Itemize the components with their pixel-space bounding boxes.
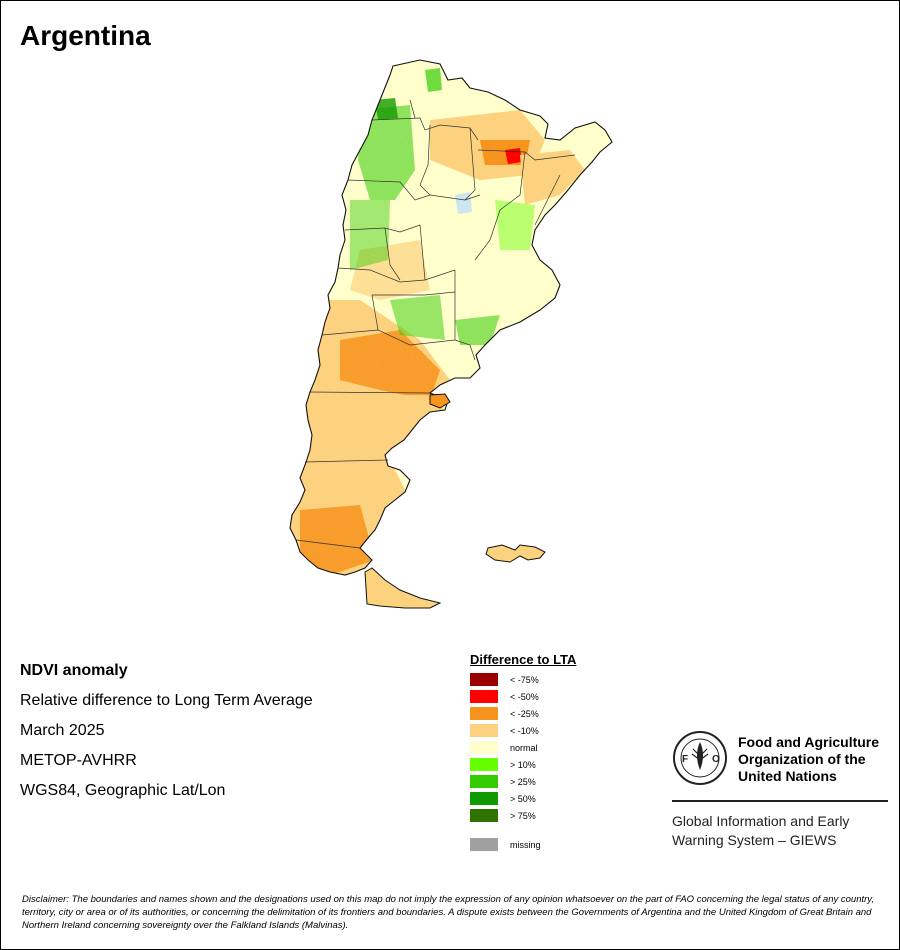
legend-item: < -10% <box>470 722 576 739</box>
legend-label: > 25% <box>510 776 536 787</box>
legend-swatch <box>470 809 498 822</box>
texture-overlay <box>290 60 612 575</box>
disclaimer: Disclaimer: The boundaries and names sho… <box>22 894 874 931</box>
legend-swatch <box>470 707 498 720</box>
info-sensor: METOP-AVHRR <box>20 752 137 769</box>
legend-item-missing: missing <box>470 836 576 853</box>
map-info: NDVI anomaly Relative difference to Long… <box>20 656 313 806</box>
legend: Difference to LTA < -75% < -50% < -25% < -1… <box>470 652 576 853</box>
info-heading: NDVI anomaly <box>20 662 128 679</box>
legend-label: > 10% <box>510 759 536 770</box>
legend-swatch-missing <box>470 838 498 851</box>
legend-label: < -10% <box>510 725 539 736</box>
legend-items: < -75% < -50% < -25% < -10% normal > 10% > 25%… <box>470 671 576 824</box>
fao-name: Food and Agriculture Organization of the… <box>738 734 880 784</box>
legend-item: normal <box>470 739 576 756</box>
fao-logo-f: F <box>682 754 688 765</box>
legend-item: > 10% <box>470 756 576 773</box>
legend-swatch <box>470 775 498 788</box>
legend-item: < -25% <box>470 705 576 722</box>
fao-divider <box>672 800 888 802</box>
legend-label: < -75% <box>510 674 539 685</box>
legend-label: > 75% <box>510 810 536 821</box>
legend-label: normal <box>510 742 538 753</box>
province-boundaries <box>295 99 576 549</box>
legend-swatch <box>470 690 498 703</box>
legend-item: > 50% <box>470 790 576 807</box>
info-projection: WGS84, Geographic Lat/Lon <box>20 782 226 799</box>
legend-item: < -50% <box>470 688 576 705</box>
info-subtitle: Relative difference to Long Term Average <box>20 692 313 709</box>
falkland-islands <box>485 544 546 563</box>
giews-name: Global Information and Early Warning Sys… <box>672 813 850 848</box>
legend-swatch <box>470 724 498 737</box>
argentina-map <box>289 59 613 609</box>
legend-swatch <box>470 792 498 805</box>
legend-swatch <box>470 741 498 754</box>
legend-label: < -25% <box>510 708 539 719</box>
legend-label: < -50% <box>510 691 539 702</box>
legend-label: > 50% <box>510 793 536 804</box>
fao-logo: F O <box>673 731 727 785</box>
legend-title: Difference to LTA <box>470 652 577 667</box>
tierra-del-fuego <box>364 567 442 609</box>
legend-item: < -75% <box>470 671 576 688</box>
fao-logo-o: O <box>712 754 720 765</box>
peninsula-valdes <box>429 393 451 409</box>
legend-swatch <box>470 758 498 771</box>
legend-item: > 75% <box>470 807 576 824</box>
legend-label-missing: missing <box>510 839 541 850</box>
map-title: Argentina <box>20 20 151 51</box>
legend-item: > 25% <box>470 773 576 790</box>
legend-swatch <box>470 673 498 686</box>
info-date: March 2025 <box>20 722 105 739</box>
